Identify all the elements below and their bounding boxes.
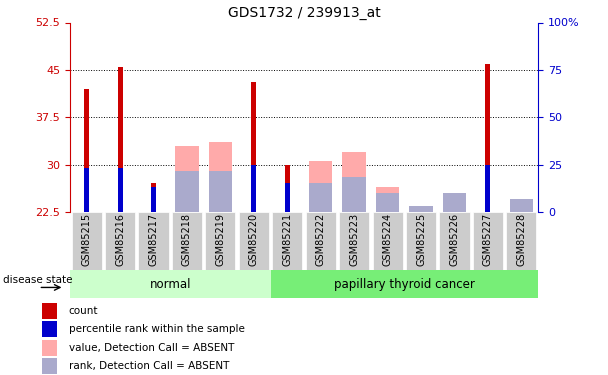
Bar bbox=[42, 321, 57, 338]
Text: rank, Detection Call = ABSENT: rank, Detection Call = ABSENT bbox=[69, 361, 229, 371]
Text: GSM85217: GSM85217 bbox=[148, 213, 159, 266]
Text: GSM85223: GSM85223 bbox=[349, 213, 359, 266]
FancyBboxPatch shape bbox=[72, 212, 102, 270]
Bar bbox=[409, 206, 433, 212]
Bar bbox=[42, 358, 57, 374]
FancyBboxPatch shape bbox=[473, 212, 503, 270]
Bar bbox=[285, 183, 290, 212]
FancyBboxPatch shape bbox=[206, 212, 235, 270]
Text: papillary thyroid cancer: papillary thyroid cancer bbox=[334, 278, 475, 291]
Bar bbox=[42, 303, 57, 319]
Bar bbox=[309, 161, 333, 212]
FancyBboxPatch shape bbox=[406, 212, 436, 270]
FancyBboxPatch shape bbox=[105, 212, 135, 270]
FancyBboxPatch shape bbox=[373, 212, 402, 270]
Bar bbox=[271, 270, 538, 298]
FancyBboxPatch shape bbox=[239, 212, 269, 270]
Bar bbox=[376, 187, 399, 212]
Text: disease state: disease state bbox=[4, 275, 73, 285]
Text: GSM85227: GSM85227 bbox=[483, 213, 493, 266]
Bar bbox=[251, 82, 257, 212]
Bar bbox=[510, 199, 533, 212]
Bar bbox=[151, 183, 156, 212]
FancyBboxPatch shape bbox=[440, 212, 469, 270]
Text: GSM85219: GSM85219 bbox=[215, 213, 226, 266]
Bar bbox=[70, 270, 271, 298]
FancyBboxPatch shape bbox=[139, 212, 168, 270]
FancyBboxPatch shape bbox=[339, 212, 369, 270]
Bar bbox=[443, 193, 466, 212]
Text: GSM85218: GSM85218 bbox=[182, 213, 192, 266]
Bar bbox=[117, 168, 123, 212]
Bar bbox=[84, 168, 89, 212]
Bar bbox=[175, 146, 199, 212]
FancyBboxPatch shape bbox=[506, 212, 536, 270]
Bar bbox=[209, 171, 232, 212]
Bar bbox=[376, 193, 399, 212]
Text: GSM85215: GSM85215 bbox=[81, 213, 92, 266]
Text: normal: normal bbox=[150, 278, 191, 291]
Text: GSM85225: GSM85225 bbox=[416, 213, 426, 266]
Bar bbox=[84, 89, 89, 212]
Bar bbox=[342, 177, 366, 212]
FancyBboxPatch shape bbox=[272, 212, 302, 270]
Bar bbox=[309, 183, 333, 212]
Text: GSM85220: GSM85220 bbox=[249, 213, 259, 266]
Text: GSM85222: GSM85222 bbox=[316, 213, 326, 266]
Bar bbox=[285, 165, 290, 212]
Text: GSM85216: GSM85216 bbox=[115, 213, 125, 266]
Bar bbox=[510, 199, 533, 212]
Bar bbox=[342, 152, 366, 212]
Text: count: count bbox=[69, 306, 98, 316]
Bar bbox=[485, 63, 491, 212]
Text: GSM85224: GSM85224 bbox=[382, 213, 393, 266]
Text: GSM85226: GSM85226 bbox=[449, 213, 460, 266]
Text: GSM85221: GSM85221 bbox=[282, 213, 292, 266]
Bar bbox=[42, 339, 57, 356]
Bar bbox=[251, 165, 257, 212]
Bar bbox=[117, 67, 123, 212]
FancyBboxPatch shape bbox=[306, 212, 336, 270]
Text: GSM85228: GSM85228 bbox=[516, 213, 527, 266]
Bar bbox=[485, 165, 491, 212]
Title: GDS1732 / 239913_at: GDS1732 / 239913_at bbox=[227, 6, 381, 20]
Bar bbox=[443, 196, 466, 212]
FancyBboxPatch shape bbox=[172, 212, 202, 270]
Bar bbox=[209, 142, 232, 212]
Bar bbox=[175, 171, 199, 212]
Text: value, Detection Call = ABSENT: value, Detection Call = ABSENT bbox=[69, 343, 234, 352]
Bar bbox=[151, 187, 156, 212]
Text: percentile rank within the sample: percentile rank within the sample bbox=[69, 324, 244, 334]
